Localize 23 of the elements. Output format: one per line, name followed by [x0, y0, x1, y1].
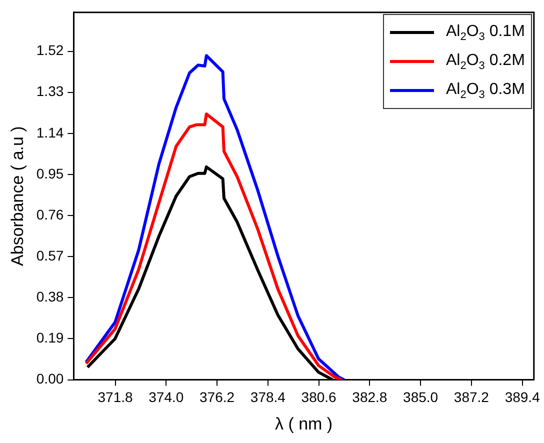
y-tick-label: 1.14 — [36, 124, 64, 140]
y-tick-label: 0.76 — [36, 206, 64, 222]
x-tick-label: 378.4 — [250, 389, 286, 406]
y-tick-label: 1.33 — [36, 83, 64, 100]
y-tick-label: 0.00 — [36, 370, 64, 387]
y-tick-label: 0.19 — [36, 330, 64, 346]
x-tick-label: 376.2 — [200, 389, 235, 406]
y-tick-label: 0.38 — [36, 288, 64, 305]
x-tick-label: 387.2 — [454, 389, 490, 406]
x-tick-label: 374.0 — [148, 389, 184, 406]
x-tick-label: 389.4 — [504, 389, 540, 406]
legend-label: Al$_{2}$O$_{3}$ 0.3M — [446, 80, 525, 101]
x-tick-label: 380.6 — [301, 389, 337, 406]
x-tick-label: 371.8 — [98, 389, 134, 406]
y-tick-label: 0.95 — [36, 165, 64, 182]
y-axis-title: Absorbance ( a.u ) — [8, 126, 27, 266]
legend-label: Al$_{2}$O$_{3}$ 0.1M — [446, 22, 525, 43]
legend-label: Al$_{2}$O$_{3}$ 0.2M — [446, 52, 525, 72]
y-tick-label: 1.52 — [36, 42, 64, 58]
x-tick-label: 382.8 — [352, 389, 388, 406]
x-tick-label: 385.0 — [403, 389, 438, 406]
x-axis-title: λ ( nm ) — [274, 414, 333, 434]
y-tick-label: 0.57 — [36, 247, 64, 264]
